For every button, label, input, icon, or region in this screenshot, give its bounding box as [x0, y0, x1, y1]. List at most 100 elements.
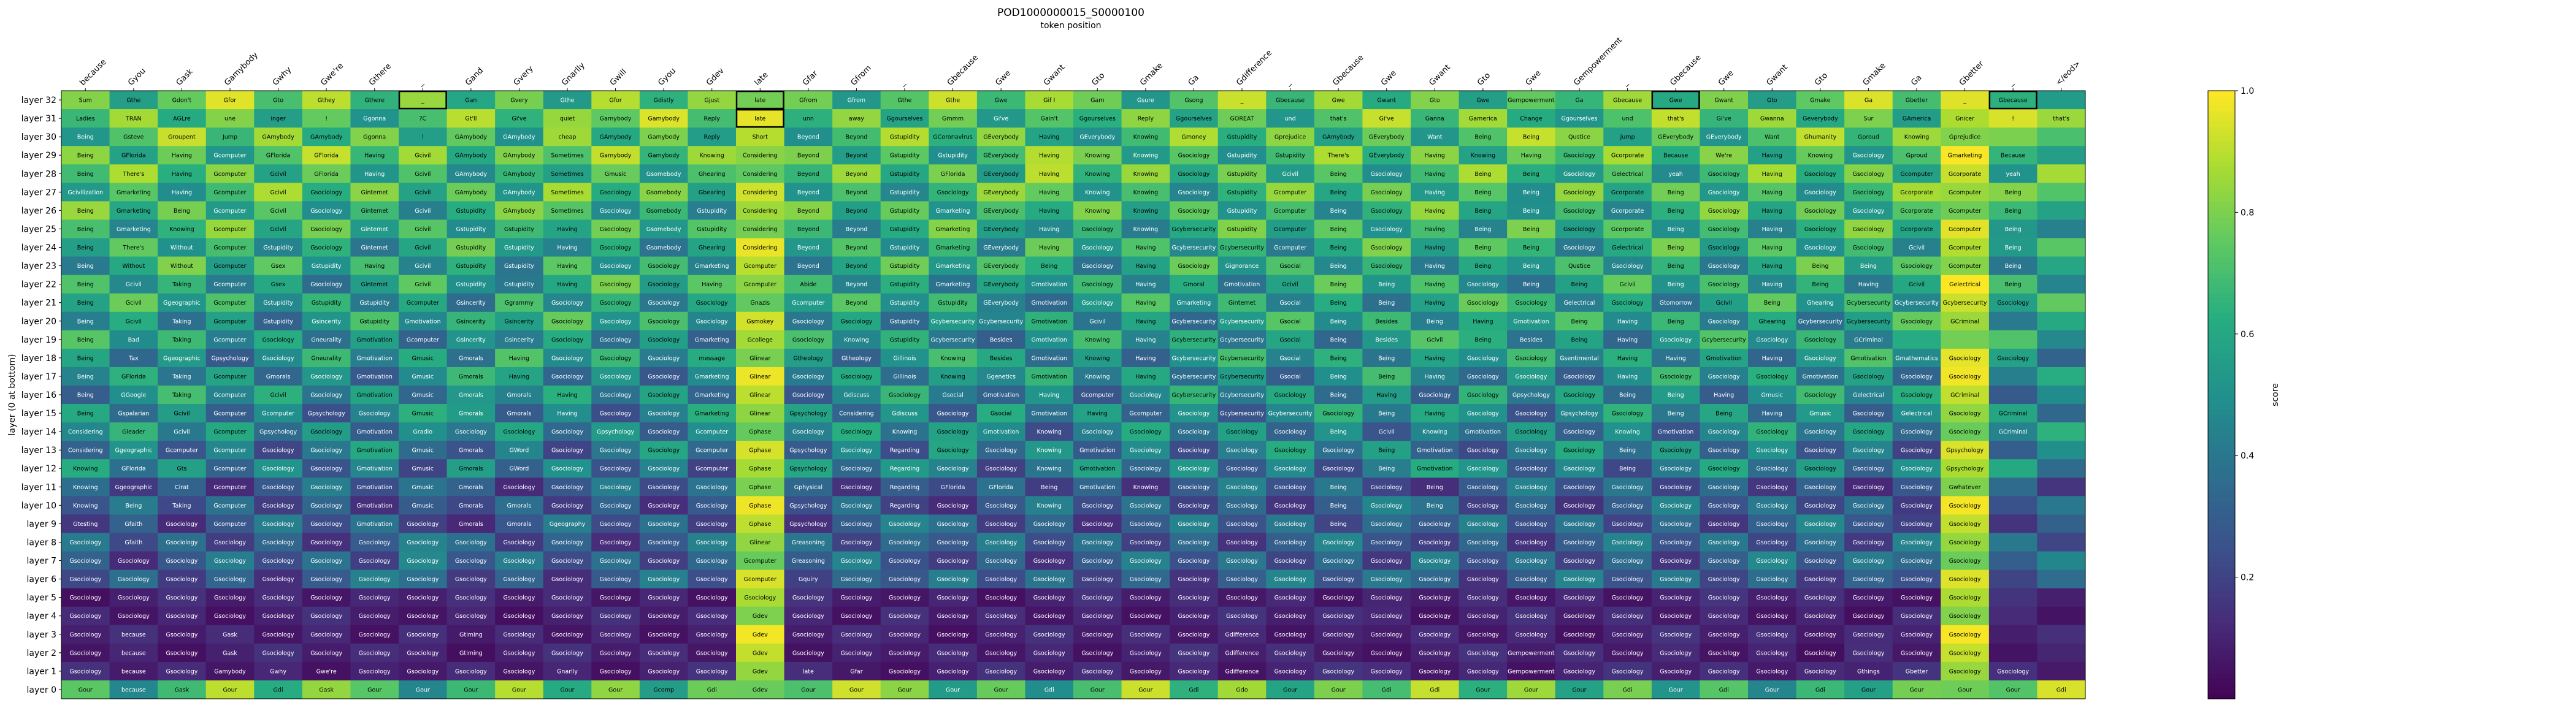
heatmap-cell — [1314, 91, 1363, 110]
y-tick-label: layer 5 — [27, 593, 56, 603]
heatmap-cell — [736, 201, 785, 220]
cell-label: Gsociology — [1226, 558, 1258, 565]
colorbar-segment — [2208, 187, 2235, 192]
cell-label: Gsociology — [1612, 668, 1644, 675]
cell-label: because — [121, 650, 146, 657]
cell-label: Gsociology — [1178, 650, 1209, 657]
cell-label: Being — [1523, 134, 1539, 141]
x-tick-label: Ga — [1909, 73, 1923, 87]
cell-label: yeah — [1668, 171, 1682, 178]
y-tick-label: layer 29 — [21, 151, 56, 161]
cell-label: GCriminal — [1950, 392, 1979, 399]
heatmap-cell — [880, 109, 929, 128]
cell-label: Gsociology — [1660, 650, 1692, 657]
cell-label: Ghearing — [699, 245, 726, 251]
cell-label: Gsociology — [1467, 411, 1499, 417]
cell-label: Gsociology — [551, 595, 583, 601]
cell-label: Gmotivation — [356, 447, 392, 454]
cell-label: Being — [1378, 300, 1395, 306]
heatmap-cell — [736, 164, 785, 183]
heatmap-cell — [302, 330, 351, 349]
cell-label: Gignorance — [1225, 263, 1259, 270]
cell-label: Gstupidity — [312, 300, 342, 306]
heatmap-cell — [1459, 91, 1508, 110]
cell-label: Gsociology — [1708, 226, 1740, 233]
heatmap-cell — [399, 367, 448, 386]
cell-label: Knowing — [73, 503, 98, 509]
cell-label: Gsociology — [1467, 631, 1499, 638]
heatmap-cell — [1314, 219, 1363, 238]
cell-label: Gsociology — [1852, 484, 1884, 491]
heatmap-cell — [1651, 275, 1700, 294]
heatmap-cell — [929, 293, 978, 313]
cell-label: Gsociology — [1130, 447, 1162, 454]
cell-label: Gstupidity — [504, 263, 534, 270]
cell-label: Gmotivation — [1079, 447, 1115, 454]
heatmap-cell — [2037, 422, 2086, 441]
heatmap-cell — [976, 91, 1025, 110]
heatmap-cell — [1025, 91, 1074, 110]
colorbar-segment — [2208, 592, 2235, 598]
heatmap-cell — [1266, 256, 1315, 276]
cell-label: late — [754, 116, 765, 123]
cell-label: Being — [77, 300, 94, 306]
cell-label: Gsociology — [1371, 263, 1403, 270]
cell-label: Having — [172, 153, 192, 159]
heatmap-cell — [832, 219, 881, 238]
heatmap-cell — [832, 128, 881, 147]
heatmap-cell — [880, 404, 929, 423]
heatmap-cell — [1459, 330, 1508, 349]
cell-label: Besides — [990, 355, 1013, 362]
cell-label: Gsociology — [985, 668, 1017, 675]
heatmap-cell — [109, 441, 158, 460]
cell-label: Reply — [704, 134, 721, 141]
cell-label: Beyond — [797, 208, 819, 215]
heatmap-cell — [1748, 330, 1797, 349]
heatmap-cell — [880, 238, 929, 257]
cell-label: Gsociology — [1563, 226, 1595, 233]
cell-label: Gsociology — [1901, 263, 1933, 270]
y-tick-label: layer 0 — [27, 685, 56, 695]
heatmap-cell — [1507, 293, 1556, 313]
cell-label: GFlorida — [121, 153, 146, 159]
cell-label: Gstupidity — [456, 226, 486, 233]
heatmap-cell — [1892, 201, 1941, 220]
cell-label: Gcomputer — [213, 503, 246, 509]
cell-label: Gsociology — [1901, 539, 1933, 546]
cell-label: Having — [1135, 245, 1156, 251]
colorbar-segment — [2208, 582, 2235, 588]
heatmap-cell — [832, 256, 881, 276]
cell-label: Knowing — [1133, 484, 1159, 491]
heatmap-cell — [1988, 441, 2037, 460]
heatmap-cell — [302, 404, 351, 423]
cell-label: GFlorida — [266, 153, 291, 159]
heatmap-cell — [929, 201, 978, 220]
cell-label: Gmotivation — [356, 392, 392, 399]
cell-label: Gfor — [609, 97, 622, 104]
heatmap-cell — [1555, 367, 1604, 386]
cell-label: Gsociology — [1033, 539, 1065, 546]
cell-label: Gour — [512, 687, 526, 693]
cell-label: GEverybody — [1369, 153, 1405, 159]
cell-label: Gcivilization — [67, 189, 103, 196]
heatmap-cell — [832, 348, 881, 368]
cell-label: Gfor — [224, 97, 237, 104]
cell-label: Having — [1858, 281, 1879, 288]
heatmap-cell — [1844, 146, 1893, 165]
heatmap-cell — [832, 183, 881, 202]
heatmap-cell — [254, 128, 303, 147]
cell-label: Gfaith — [125, 521, 142, 528]
heatmap-cell — [1170, 293, 1219, 313]
colorbar-segment — [2208, 521, 2235, 527]
y-tick-label: layer 16 — [21, 390, 56, 400]
heatmap-cell — [1411, 385, 1460, 405]
cell-label: Gsociology — [1804, 650, 1836, 657]
cell-label: Having — [1135, 300, 1156, 306]
heatmap-cell — [639, 164, 688, 183]
heatmap-cell — [1941, 164, 1990, 183]
heatmap-cell — [832, 201, 881, 220]
heatmap-cell — [1988, 109, 2037, 128]
cell-label: Ggeography — [550, 521, 586, 528]
colorbar-segment — [2208, 425, 2235, 431]
cell-label: Gsomebody — [646, 208, 681, 215]
